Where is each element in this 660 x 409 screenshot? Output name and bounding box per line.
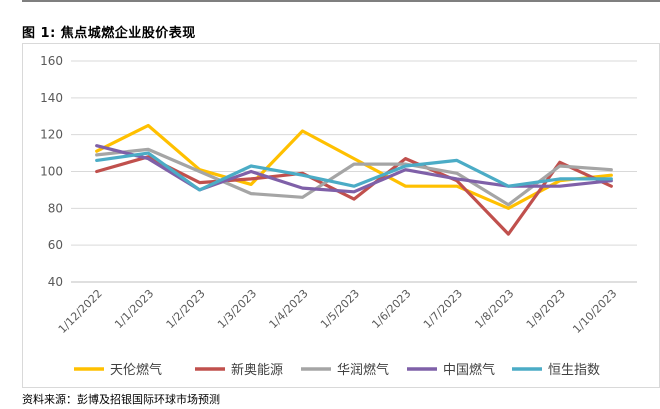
x-tick-label: 1/10/2023 bbox=[570, 287, 619, 336]
x-tick-label: 1/7/2023 bbox=[421, 287, 465, 331]
source-note: 资料来源：彭博及招银国际环球市场预测 bbox=[22, 393, 220, 406]
x-tick-label: 1/1/2023 bbox=[112, 287, 156, 331]
y-tick-label: 120 bbox=[40, 128, 63, 142]
figure-title: 图 1: 焦点城燃企业股价表现 bbox=[22, 26, 196, 41]
x-tick-label: 1/12/2022 bbox=[56, 287, 105, 336]
top-divider bbox=[22, 0, 660, 2]
series-line bbox=[95, 147, 613, 207]
y-tick-label: 40 bbox=[48, 275, 63, 289]
y-tick-label: 140 bbox=[40, 91, 63, 105]
legend-label: 恒生指数 bbox=[548, 363, 600, 378]
legend-label: 天伦燃气 bbox=[110, 362, 162, 378]
x-tick-label: 1/2/2023 bbox=[164, 287, 208, 331]
legend-label: 中国燃气 bbox=[443, 362, 495, 378]
legend-label: 新奥能源 bbox=[231, 362, 283, 378]
y-tick-label: 80 bbox=[48, 201, 63, 215]
line-chart: 40 60 80 100 120 140 160 1/12/2022 1/1/2023 1/2/2… bbox=[40, 54, 637, 378]
legend-label: 华润燃气 bbox=[337, 362, 389, 378]
x-tick-label: 1/8/2023 bbox=[472, 287, 516, 331]
x-tick-label: 1/6/2023 bbox=[369, 287, 413, 331]
x-tick-label: 1/5/2023 bbox=[318, 287, 362, 331]
x-tick-label: 1/4/2023 bbox=[267, 287, 311, 331]
series-line bbox=[95, 151, 613, 192]
y-tick-label: 100 bbox=[40, 165, 63, 179]
chart-frame: 40 60 80 100 120 140 160 1/12/2022 1/1/2023 1/2/2… bbox=[22, 43, 660, 388]
series-line bbox=[95, 155, 613, 236]
series-line bbox=[95, 123, 613, 210]
y-tick-label: 160 bbox=[40, 54, 63, 68]
y-tick-label: 60 bbox=[48, 238, 63, 252]
x-tick-label: 1/9/2023 bbox=[524, 287, 568, 331]
x-tick-label: 1/3/2023 bbox=[215, 287, 259, 331]
